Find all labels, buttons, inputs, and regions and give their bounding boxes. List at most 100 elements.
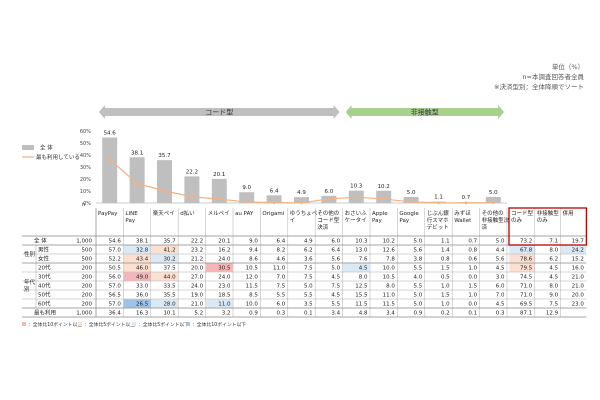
- category-header: じぶん銀: [427, 209, 450, 217]
- most-used-point: [217, 197, 221, 201]
- table-cell: 9.0: [249, 239, 258, 245]
- table-cell: 5.6: [496, 257, 505, 263]
- bar-value-label: 54.6: [104, 130, 117, 136]
- category-header: Pay: [399, 218, 409, 224]
- extra-header: のみ: [511, 217, 523, 224]
- table-cell: 10.5: [383, 275, 396, 281]
- row-label: 女性: [38, 255, 50, 263]
- highlight-cell-bg: [151, 299, 178, 308]
- table-cell: 0.6: [468, 257, 477, 263]
- most-used-point: [300, 201, 303, 205]
- table-cell: 56.5: [109, 293, 122, 299]
- contactless-type-band: [345, 105, 504, 119]
- category-header: Wallet: [454, 218, 472, 224]
- table-cell: 11.5: [355, 302, 368, 308]
- table-cell: 10.1: [163, 311, 175, 317]
- table-cell: 10.3: [355, 239, 368, 245]
- table-cell: 28.0: [163, 302, 176, 308]
- table-cell: 4.8: [359, 311, 368, 317]
- table-cell: 8.0: [549, 248, 558, 254]
- category-header: Pay: [125, 218, 135, 224]
- most-used-point: [382, 197, 386, 201]
- table-cell: 33.0: [136, 284, 149, 290]
- table-cell: 24.0: [218, 257, 231, 263]
- bar: [294, 197, 309, 203]
- table-cell: 20.0: [191, 266, 204, 272]
- table-cell: 21.2: [191, 257, 203, 263]
- table-cell: 5.0: [496, 239, 505, 245]
- category-header: Apple: [372, 211, 388, 217]
- table-cell: 0.8: [441, 257, 450, 263]
- table-cell: 12.9: [546, 311, 559, 317]
- table-cell: 7.5: [277, 284, 286, 290]
- row-label: 40代: [38, 282, 51, 290]
- y-tick-label: 30%: [80, 165, 91, 171]
- category-header: 行スマホ: [427, 216, 449, 224]
- table-cell: 24.0: [218, 275, 231, 281]
- bar: [266, 195, 282, 203]
- row-label: 20代: [38, 264, 51, 272]
- table-cell: 79.5: [520, 266, 533, 272]
- most-used-point: [464, 201, 468, 205]
- table-cell: 4.5: [549, 275, 558, 281]
- table-cell: 16.0: [572, 266, 585, 272]
- table-cell: 9.4: [249, 248, 258, 254]
- most-used-point: [409, 200, 413, 204]
- highlight-cell-bg: [123, 299, 151, 308]
- table-cell: 5.0: [414, 302, 423, 308]
- bar-value-label: 9.0: [242, 185, 251, 191]
- table-cell: 41.2: [163, 248, 175, 254]
- bar: [102, 137, 118, 203]
- table-cell: 19.7: [572, 239, 585, 245]
- bar-value-label: 5.0: [407, 190, 416, 196]
- bar: [184, 176, 200, 203]
- table-cell: 11.0: [218, 302, 231, 308]
- table-cell: 7.6: [359, 257, 368, 263]
- bar-value-label: 4.9: [297, 190, 306, 196]
- table-cell: 16.2: [218, 248, 230, 254]
- table-cell: 13.0: [355, 248, 368, 254]
- table-cell: 0.5: [441, 275, 450, 281]
- bar-value-label: 0.7: [462, 195, 471, 201]
- bottom-legend-swatch: [22, 322, 26, 326]
- table-cell: 49.0: [136, 275, 149, 281]
- table-cell: 30.5: [218, 266, 231, 272]
- table-cell: 4.5: [496, 266, 505, 272]
- highlight-cell-bg: [151, 245, 178, 254]
- bar-value-label: 22.2: [186, 169, 198, 175]
- bar-value-label: 10.3: [350, 184, 363, 190]
- bar: [376, 190, 392, 203]
- table-cell: 26.5: [136, 302, 149, 308]
- bar: [403, 197, 419, 203]
- table-cell: 78.6: [520, 257, 533, 263]
- bar-value-label: 38.1: [131, 150, 143, 156]
- bottom-legend-label: ：全体比10ポイント以上: [28, 321, 82, 328]
- bar-value-label: 10.2: [378, 184, 390, 190]
- highlight-cell-bg: [123, 254, 151, 263]
- legend-most-used-label: 最も利用している: [36, 153, 80, 161]
- extra-columns-outline: [508, 207, 588, 246]
- table-cell: 73.2: [520, 239, 532, 245]
- bottom-legend-label: ：全体比5ポイント以下: [138, 321, 189, 328]
- table-cell: 71.0: [520, 293, 533, 299]
- table-cell: 7.0: [277, 275, 286, 281]
- most-used-point: [108, 157, 112, 161]
- table-cell: 20.0: [572, 293, 585, 299]
- most-used-point: [437, 201, 440, 205]
- category-header: Google: [399, 211, 419, 217]
- row-label: 全 体: [34, 237, 47, 245]
- table-cell: 6.0: [331, 239, 340, 245]
- table-cell: 1.4: [441, 248, 450, 254]
- table-cell: 0.9: [249, 311, 258, 317]
- table-cell: 50.5: [109, 266, 122, 272]
- row-label: 50代: [38, 291, 51, 299]
- bar: [157, 160, 172, 203]
- category-header: Origami: [262, 211, 284, 217]
- category-header: ケータイ: [345, 216, 367, 224]
- table-cell: 43.4: [136, 257, 149, 263]
- highlight-cell-bg: [509, 263, 535, 272]
- table-cell: 3.2: [222, 311, 231, 317]
- highlight-cell-bg: [151, 272, 178, 281]
- bar-value-label: 20.1: [213, 172, 225, 178]
- table-cell: 3.4: [386, 311, 395, 317]
